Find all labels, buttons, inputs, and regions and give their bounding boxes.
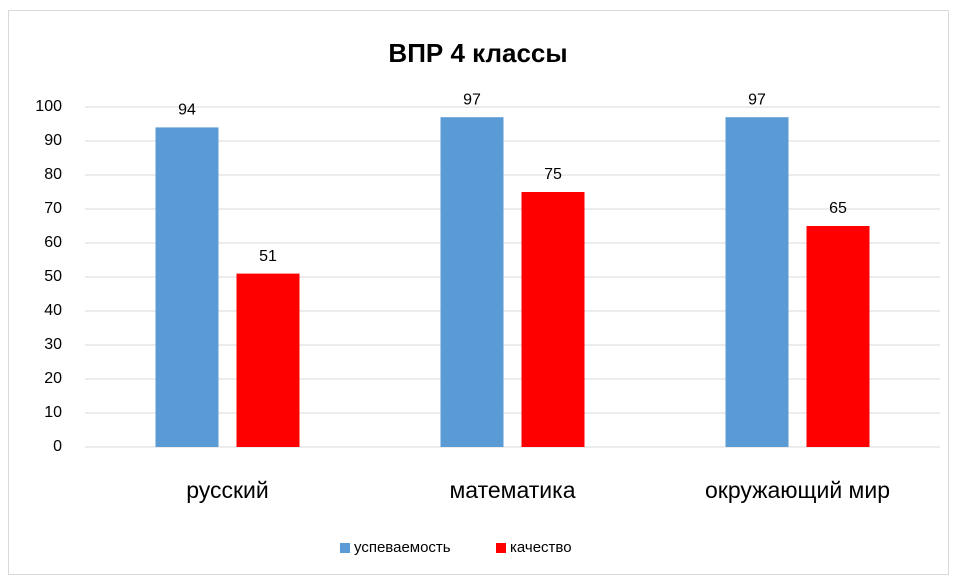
y-tick-label: 20 (44, 370, 62, 387)
y-tick-label: 60 (44, 234, 62, 251)
legend-swatch (340, 543, 350, 553)
y-tick-label: 30 (44, 336, 62, 353)
value-label: 51 (259, 248, 277, 265)
value-label: 65 (829, 200, 847, 217)
x-tick-label: русский (186, 477, 269, 503)
value-label: 94 (178, 102, 196, 119)
chart-title: ВПР 4 классы (388, 38, 567, 68)
bar (155, 127, 219, 448)
legend-label: успеваемость (354, 539, 451, 556)
y-tick-label: 80 (44, 166, 62, 183)
y-tick-label: 50 (44, 268, 62, 285)
y-tick-label: 10 (44, 404, 62, 421)
value-label: 97 (463, 91, 481, 108)
y-tick-label: 100 (35, 98, 62, 115)
x-tick-label: математика (449, 477, 575, 503)
value-label: 97 (748, 91, 766, 108)
legend-label: качество (510, 539, 572, 556)
bar (440, 117, 504, 447)
y-tick-label: 90 (44, 132, 62, 149)
bar (725, 117, 789, 447)
value-label: 75 (544, 166, 562, 183)
x-tick-label: окружающий мир (705, 477, 890, 503)
legend-swatch (496, 543, 506, 553)
y-tick-label: 40 (44, 302, 62, 319)
bar (806, 226, 870, 447)
bar (521, 192, 585, 447)
y-tick-label: 0 (53, 438, 62, 455)
y-tick-label: 70 (44, 200, 62, 217)
bar (236, 273, 300, 447)
